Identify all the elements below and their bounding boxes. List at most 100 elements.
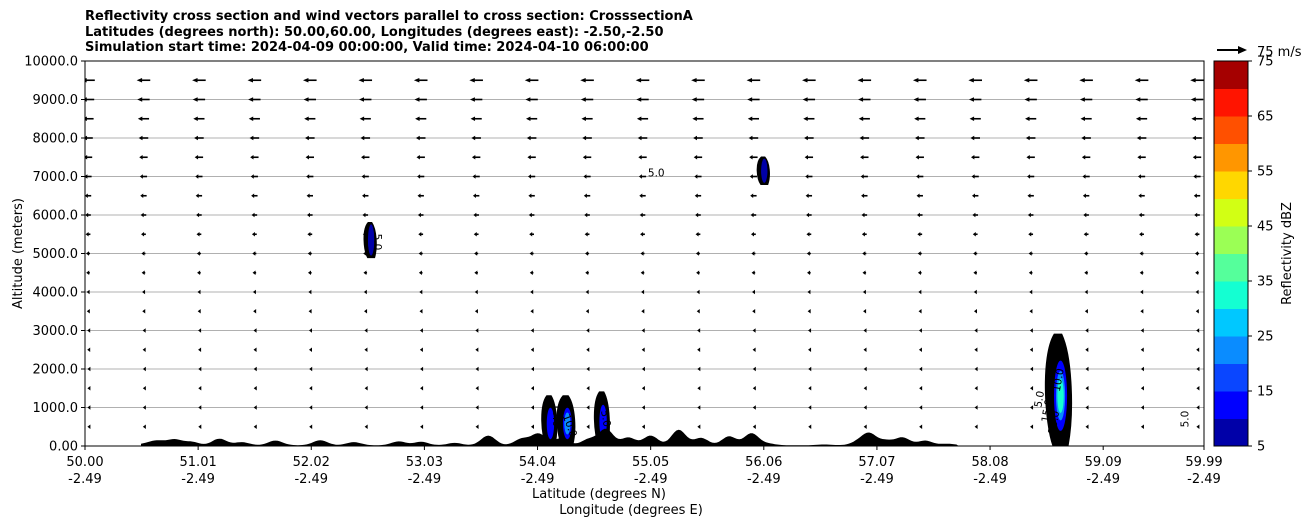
wind-vector xyxy=(806,251,811,256)
wind-vector-head xyxy=(470,116,476,122)
wind-vector xyxy=(85,212,91,218)
wind-vector xyxy=(198,405,202,410)
wind-vector-head xyxy=(420,385,424,391)
wind-vector-head xyxy=(806,251,810,256)
wind-vector xyxy=(86,270,90,276)
wind-vector-head xyxy=(751,251,755,256)
wind-vector-head xyxy=(697,405,701,410)
wind-vector xyxy=(1136,135,1147,141)
wind-vector xyxy=(1030,405,1034,410)
wind-vector-head xyxy=(197,308,201,314)
wind-vector xyxy=(1081,135,1091,141)
wind-vector xyxy=(691,77,705,83)
wind-vector xyxy=(85,231,91,237)
wind-vector-head xyxy=(360,135,365,141)
wind-vector-head xyxy=(1196,347,1200,353)
y-tick-label: 1000.0 xyxy=(33,401,79,416)
wind-vector xyxy=(752,308,756,314)
wind-vector xyxy=(415,116,427,122)
wind-vector-head xyxy=(919,405,923,410)
wind-vector xyxy=(471,135,481,141)
wind-vector-head xyxy=(253,424,257,430)
wind-vector-head xyxy=(529,251,533,256)
wind-vector xyxy=(861,212,868,218)
wind-vector-head xyxy=(195,193,199,199)
wind-vector xyxy=(1140,405,1144,410)
contour-label: 5.0 xyxy=(648,168,665,180)
wind-vector-head xyxy=(1140,424,1144,430)
wind-vector-head xyxy=(309,385,313,391)
wind-vector xyxy=(697,405,701,410)
wind-vector-head xyxy=(1029,347,1033,353)
wind-vector xyxy=(530,347,534,353)
wind-vector-head xyxy=(363,270,367,276)
wind-vector-head xyxy=(306,174,310,179)
wind-vector-head xyxy=(1140,405,1144,410)
x-tick-label-lon: -2.49 xyxy=(860,472,894,487)
wind-vector xyxy=(752,366,756,372)
wind-vector xyxy=(307,251,312,256)
wind-vector-head xyxy=(804,135,808,141)
wind-vector-head xyxy=(303,97,309,102)
wind-vector xyxy=(420,405,424,410)
wind-vector xyxy=(249,135,260,141)
colorbar-tick-label: 75 xyxy=(1257,55,1274,70)
wind-vector-head xyxy=(1084,289,1088,295)
x-tick-label-lat: 52.02 xyxy=(293,455,330,470)
wind-vector xyxy=(1194,212,1200,218)
wind-vector-head xyxy=(420,366,424,372)
wind-vector-head xyxy=(1084,308,1088,314)
wind-vector-head xyxy=(85,135,88,141)
wind-vector-head xyxy=(248,116,254,122)
wind-vector-head xyxy=(586,405,590,410)
wind-vector-head xyxy=(1135,116,1141,122)
wind-vector-head xyxy=(969,97,974,102)
colorbar-segment xyxy=(1214,88,1248,117)
wind-vector-head xyxy=(196,231,200,237)
wind-vector xyxy=(1195,308,1199,314)
wind-vector-head xyxy=(198,366,202,372)
wind-vector-head xyxy=(364,424,368,430)
wind-vector-head xyxy=(1030,385,1034,391)
wind-vector xyxy=(309,405,313,410)
wind-vector xyxy=(697,424,701,430)
wind-vector-head xyxy=(137,97,143,102)
wind-vector xyxy=(1196,347,1200,353)
wind-vector-head xyxy=(192,77,198,83)
wind-vector-head xyxy=(194,154,199,160)
wind-vector-head xyxy=(528,212,532,218)
wind-vector xyxy=(526,116,538,122)
wind-vector xyxy=(1137,154,1146,160)
wind-vector xyxy=(638,154,647,160)
wind-vector-head xyxy=(308,270,311,276)
wind-vector-head xyxy=(306,193,310,199)
wind-vector xyxy=(752,385,756,391)
colorbar-segment xyxy=(1214,198,1248,227)
wind-vector xyxy=(640,251,645,256)
wind-vector xyxy=(1085,385,1089,391)
wind-vector-head xyxy=(747,97,753,102)
wind-vector xyxy=(1138,193,1145,199)
wind-vector-head xyxy=(1139,251,1143,256)
wind-vector-head xyxy=(1140,347,1144,353)
wind-vector xyxy=(142,366,146,372)
wind-vector-head xyxy=(1027,174,1031,179)
chart-title: Reflectivity cross section and wind vect… xyxy=(85,9,693,56)
wind-vector-head xyxy=(863,366,867,372)
wind-vector xyxy=(85,77,95,83)
wind-vector-head xyxy=(85,154,88,160)
wind-vector xyxy=(197,289,201,295)
wind-vector xyxy=(364,385,368,391)
wind-vector xyxy=(420,366,424,372)
wind-vector-head xyxy=(361,174,365,179)
wind-vector-head xyxy=(142,328,146,333)
wind-vector-head xyxy=(526,116,531,122)
wind-vector xyxy=(1085,405,1089,410)
wind-vector-head xyxy=(253,328,257,333)
x-tick-label-lon: -2.49 xyxy=(1086,472,1120,487)
wind-vector xyxy=(1196,328,1200,333)
wind-vector-head xyxy=(586,347,590,353)
wind-vector-head xyxy=(974,366,978,372)
wind-vector xyxy=(253,328,257,333)
x-tick-label-lon: -2.49 xyxy=(973,472,1007,487)
